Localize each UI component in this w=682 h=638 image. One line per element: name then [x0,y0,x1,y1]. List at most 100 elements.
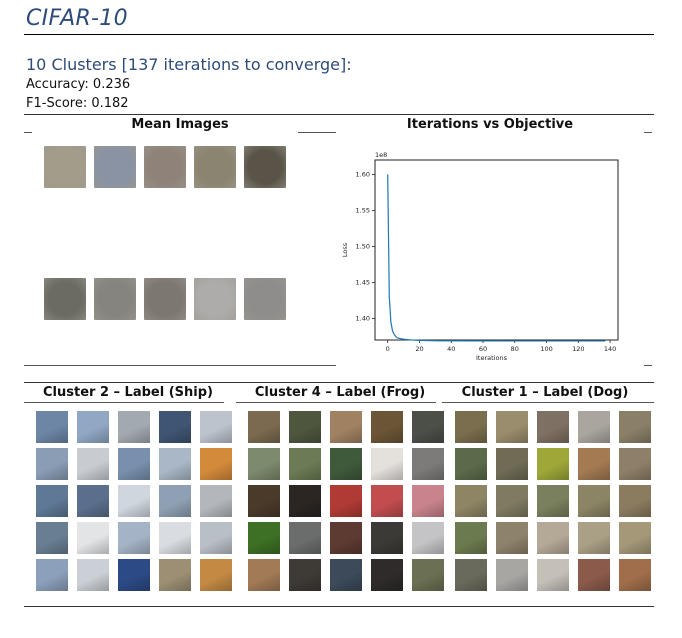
frog-image [248,522,280,554]
page-bottom-rule [24,606,654,607]
dog-image [537,411,569,443]
ship-image [36,411,68,443]
ship-image [200,559,232,591]
cluster-ship-heading: Cluster 2 – Label (Ship) [43,385,213,400]
frog-image [330,522,362,554]
tick-mark [298,132,336,133]
tick-mark [24,132,32,133]
dog-image [455,411,487,443]
dog-image [619,559,651,591]
mean-image [144,278,186,320]
frog-image [412,485,444,517]
y-tick-label: 1.45 [356,279,370,287]
cluster-divider [442,402,654,403]
dog-image [537,522,569,554]
frog-image [330,559,362,591]
frog-image [248,448,280,480]
mean-image [194,278,236,320]
ship-image [118,448,150,480]
accuracy-text: Accuracy: 0.236 [26,77,131,92]
dog-image [496,448,528,480]
ship-image [118,559,150,591]
dog-image [537,559,569,591]
dog-image [578,522,610,554]
mean-image [244,278,286,320]
ship-image [200,485,232,517]
frog-image [412,522,444,554]
tick-mark [644,365,652,366]
dog-image [455,559,487,591]
frog-image [371,448,403,480]
ship-image [77,522,109,554]
mean-image [44,278,86,320]
x-tick-label: 0 [386,345,390,353]
dog-image [496,411,528,443]
ship-image [200,411,232,443]
dog-image [578,485,610,517]
tick-mark [644,132,652,133]
x-tick-label: 20 [415,345,423,353]
y-axis-label: Loss [341,242,349,257]
frog-image [248,411,280,443]
frog-image [330,485,362,517]
ship-image [77,559,109,591]
y-tick-label: 1.60 [356,171,370,179]
mean-images-heading: Mean Images [131,117,229,132]
dog-image [619,522,651,554]
dog-image [455,522,487,554]
y-tick-label: 1.50 [356,243,370,251]
loss-series-line [387,174,606,342]
frog-image [289,448,321,480]
frog-image [371,485,403,517]
plot-area [374,159,619,341]
dog-image [537,485,569,517]
frog-image [289,411,321,443]
page-title: CIFAR-10 [26,6,128,31]
ship-image [36,485,68,517]
cluster-frog-heading: Cluster 4 – Label (Frog) [254,385,426,400]
x-tick-label: 120 [572,345,584,353]
frog-image [371,411,403,443]
ship-image [77,448,109,480]
objective-heading: Iterations vs Objective [406,117,574,132]
frog-image [289,522,321,554]
frog-image [412,448,444,480]
x-tick-label: 80 [511,345,519,353]
dog-image [619,411,651,443]
mean-image [144,146,186,188]
mean-images-divider [24,365,336,366]
ship-image [159,559,191,591]
frog-image [330,411,362,443]
ship-image [118,522,150,554]
x-tick-label: 100 [540,345,552,353]
ship-image [200,522,232,554]
dog-image [578,411,610,443]
ship-image [36,522,68,554]
cluster-divider [236,402,436,403]
dog-image [496,522,528,554]
dog-image [455,485,487,517]
ship-image [118,485,150,517]
x-axis-label: Iterations [476,354,508,362]
title-divider [24,34,654,35]
frog-image [248,485,280,517]
frog-image [289,485,321,517]
cluster-dog-heading: Cluster 1 – Label (Dog) [461,385,629,400]
frog-image [371,559,403,591]
dog-image [455,448,487,480]
objective-chart: 0 20 40 60 80 100 120 140 1.40 1.45 1.50 1.55 1.60 1e… [341,151,619,362]
frog-image [330,448,362,480]
x-tick-label: 40 [447,345,455,353]
section-divider-top [24,114,654,115]
ship-image [200,448,232,480]
dog-image [578,448,610,480]
dog-image [496,559,528,591]
ship-image [159,485,191,517]
ship-image [118,411,150,443]
frog-image [412,411,444,443]
dog-image [619,448,651,480]
frog-image [412,559,444,591]
mean-image [194,146,236,188]
dog-image [496,485,528,517]
y-tick-label: 1.55 [356,207,370,215]
